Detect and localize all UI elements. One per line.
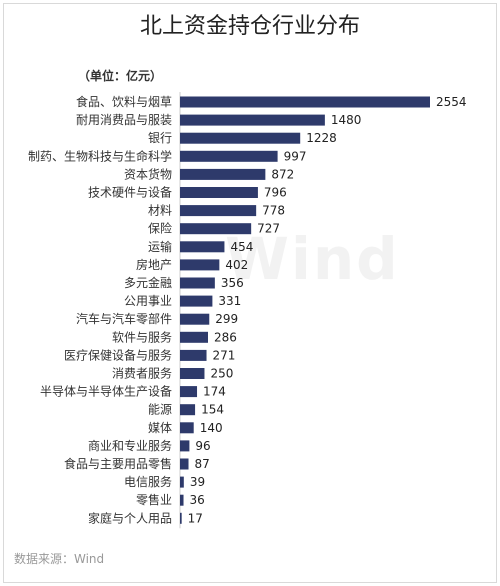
value-label: 271: [213, 348, 236, 362]
category-label: 运输: [148, 239, 172, 254]
bar: [180, 168, 266, 180]
value-label: 140: [200, 421, 223, 435]
bar: [180, 241, 225, 253]
category-label: 商业和专业服务: [88, 438, 172, 453]
category-label: 家庭与个人用品: [88, 510, 172, 525]
bar: [180, 458, 189, 470]
value-label: 154: [201, 403, 224, 417]
category-label: 能源: [148, 403, 172, 417]
bar: [180, 205, 257, 217]
unit-note: （单位：亿元）: [78, 69, 163, 83]
bar: [180, 313, 210, 325]
bar: [180, 150, 278, 162]
value-label: 36: [190, 493, 205, 507]
value-label: 727: [257, 222, 280, 236]
bar: [180, 331, 208, 343]
value-label: 356: [221, 276, 244, 290]
bar: [180, 349, 207, 361]
category-label: 半导体与半导体生产设备: [40, 385, 172, 399]
value-label: 872: [271, 167, 294, 181]
chart-title: 北上资金持仓行业分布: [139, 14, 360, 39]
value-label: 39: [190, 475, 205, 489]
value-label: 2554: [436, 95, 467, 109]
category-label: 房地产: [136, 257, 172, 272]
category-label: 零售业: [136, 492, 172, 507]
bar: [180, 512, 182, 524]
watermark: Wind: [225, 225, 400, 293]
category-label: 技术硬件与设备: [88, 186, 172, 200]
bar: [180, 223, 252, 235]
bar: [180, 440, 190, 452]
bar: [180, 295, 213, 307]
bar: [180, 187, 258, 198]
bar: [180, 368, 205, 379]
category-label: 电信服务: [124, 474, 172, 489]
value-label: 778: [262, 204, 285, 218]
category-label: 制药、生物科技与生命科学: [28, 148, 172, 163]
value-label: 87: [195, 457, 210, 471]
category-label: 食品、饮料与烟草: [76, 94, 172, 109]
category-label: 媒体: [148, 421, 172, 435]
bar: [180, 132, 301, 144]
category-label: 软件与服务: [112, 329, 172, 344]
category-label: 消费者服务: [112, 366, 172, 381]
value-label: 454: [230, 240, 253, 254]
bar: [180, 404, 196, 416]
value-label: 299: [215, 312, 238, 326]
bar: [180, 494, 184, 506]
value-label: 174: [203, 385, 226, 399]
bar: [180, 476, 184, 488]
value-label: 402: [225, 258, 248, 272]
category-label: 耐用消费品与服装: [76, 113, 172, 127]
value-label: 997: [284, 149, 307, 163]
category-label: 医疗保健设备与服务: [64, 347, 172, 362]
bar: [180, 386, 198, 398]
category-label: 多元金融: [124, 275, 172, 290]
category-label: 公用事业: [124, 294, 172, 308]
category-label: 资本货物: [124, 166, 172, 181]
value-label: 250: [210, 367, 233, 381]
category-label: 汽车与汽车零部件: [76, 311, 172, 326]
value-label: 1480: [331, 113, 362, 127]
bar: [180, 114, 325, 126]
bar: [180, 96, 430, 108]
bar: [180, 422, 194, 434]
category-label: 保险: [148, 221, 172, 236]
bar: [180, 277, 215, 289]
value-label: 796: [264, 186, 287, 200]
value-label: 331: [218, 294, 241, 308]
category-label: 银行: [148, 131, 172, 145]
value-label: 17: [188, 511, 203, 525]
category-label: 食品与主要用品零售: [64, 456, 172, 471]
bar: [180, 259, 220, 271]
category-label: 材料: [148, 204, 172, 218]
value-label: 1228: [306, 131, 337, 145]
value-label: 286: [214, 330, 237, 344]
source-note: 数据来源：Wind: [14, 552, 105, 566]
value-label: 96: [195, 439, 210, 453]
